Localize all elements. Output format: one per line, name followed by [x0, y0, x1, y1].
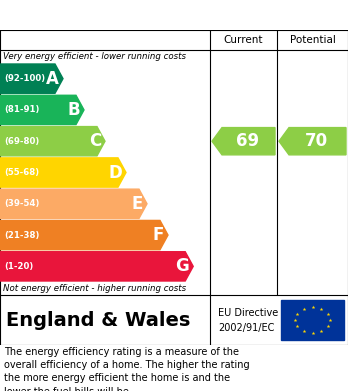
Text: Very energy efficient - lower running costs: Very energy efficient - lower running co… — [3, 52, 186, 61]
Text: (21-38): (21-38) — [4, 231, 39, 240]
Text: Potential: Potential — [290, 35, 335, 45]
Polygon shape — [0, 221, 168, 250]
Polygon shape — [0, 64, 63, 93]
Text: B: B — [68, 101, 80, 119]
Polygon shape — [0, 189, 147, 219]
Text: EU Directive: EU Directive — [218, 307, 278, 317]
Polygon shape — [0, 95, 84, 125]
Text: A: A — [46, 70, 59, 88]
Polygon shape — [0, 252, 193, 281]
Polygon shape — [0, 127, 105, 156]
Text: (39-54): (39-54) — [4, 199, 39, 208]
Text: G: G — [175, 257, 189, 275]
Text: F: F — [153, 226, 164, 244]
Text: England & Wales: England & Wales — [6, 310, 190, 330]
FancyBboxPatch shape — [281, 300, 344, 340]
Text: 69: 69 — [236, 132, 259, 150]
Text: D: D — [108, 163, 122, 181]
Polygon shape — [0, 158, 126, 187]
Text: (69-80): (69-80) — [4, 137, 39, 146]
Text: E: E — [132, 195, 143, 213]
Text: (1-20): (1-20) — [4, 262, 33, 271]
Text: C: C — [89, 132, 101, 150]
Text: The energy efficiency rating is a measure of the
overall efficiency of a home. T: The energy efficiency rating is a measur… — [4, 347, 250, 391]
Text: (81-91): (81-91) — [4, 106, 39, 115]
Polygon shape — [279, 127, 346, 155]
Text: (55-68): (55-68) — [4, 168, 39, 177]
Text: Current: Current — [224, 35, 263, 45]
Text: 70: 70 — [305, 132, 328, 150]
Text: Energy Efficiency Rating: Energy Efficiency Rating — [10, 6, 240, 24]
Polygon shape — [212, 127, 275, 155]
Text: (92-100): (92-100) — [4, 74, 45, 83]
Text: 2002/91/EC: 2002/91/EC — [218, 323, 274, 332]
Text: Not energy efficient - higher running costs: Not energy efficient - higher running co… — [3, 284, 186, 293]
